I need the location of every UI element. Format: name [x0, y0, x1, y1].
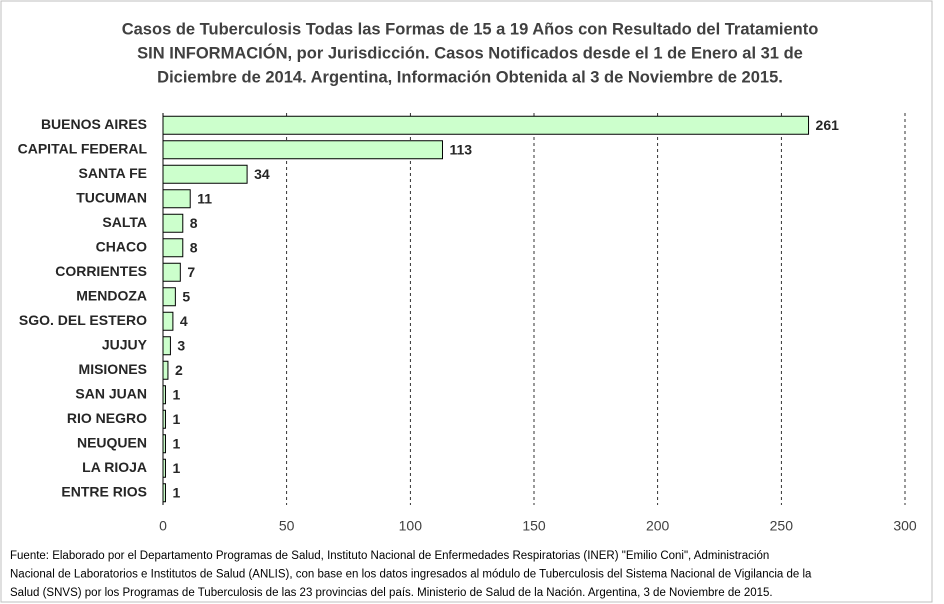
y-tick-label: NEUQUEN [77, 434, 147, 450]
data-label: 1 [172, 460, 180, 476]
data-label: 11 [197, 190, 212, 206]
y-tick-label: SANTA FE [79, 165, 147, 181]
data-label: 2 [175, 362, 183, 378]
y-tick-label: SALTA [102, 214, 147, 230]
x-tick-label: 150 [522, 518, 546, 534]
data-label: 1 [172, 386, 180, 402]
bar [162, 336, 171, 356]
x-tick-label: 200 [646, 518, 670, 534]
y-tick-label: RIO NEGRO [67, 410, 147, 426]
source-note: Nacional de Laboratorios e Institutos de… [10, 569, 812, 581]
bar [162, 189, 191, 209]
data-label: 1 [172, 484, 180, 500]
data-label: 261 [816, 117, 840, 133]
y-tick-label: CAPITAL FEDERAL [18, 140, 148, 156]
bar [162, 213, 184, 233]
bar [162, 311, 174, 331]
x-tick-label: 0 [159, 518, 167, 534]
bar [162, 385, 166, 405]
bar [162, 458, 166, 478]
y-tick-label: ENTRE RIOS [61, 483, 147, 499]
bar [162, 287, 176, 307]
bar [162, 115, 810, 135]
data-label: 5 [182, 288, 190, 304]
data-label: 3 [177, 337, 185, 353]
y-tick-label: SAN JUAN [75, 385, 147, 401]
x-tick-label: 300 [893, 518, 917, 534]
bar [162, 360, 169, 380]
y-tick-label: TUCUMAN [76, 189, 147, 205]
source-note: Fuente: Elaborado por el Departamento Pr… [10, 550, 769, 562]
chart-title: SIN INFORMACIÓN, por Jurisdicción. Casos… [137, 43, 803, 62]
x-tick-label: 250 [770, 518, 794, 534]
bar [162, 238, 184, 258]
bar [162, 483, 166, 503]
y-tick-label: BUENOS AIRES [41, 116, 147, 132]
y-tick-label: SGO. DEL ESTERO [19, 312, 147, 328]
y-tick-label: JUJUY [102, 336, 148, 352]
data-label: 4 [180, 313, 188, 329]
data-label: 1 [172, 435, 180, 451]
data-label: 34 [254, 166, 270, 182]
bar [162, 409, 166, 429]
chart-title: Diciembre de 2014. Argentina, Informació… [157, 68, 783, 86]
y-tick-label: MISIONES [79, 361, 147, 377]
data-label: 1 [172, 411, 180, 427]
source-note: Salud (SNVS) por los Programas de Tuberc… [10, 587, 773, 599]
bar [162, 164, 248, 184]
x-tick-label: 100 [399, 518, 423, 534]
bar [162, 262, 181, 282]
data-label: 7 [187, 264, 195, 280]
chart-title: Casos de Tuberculosis Todas las Formas d… [122, 20, 819, 38]
y-tick-label: CHACO [96, 238, 147, 254]
y-tick-label: CORRIENTES [55, 263, 147, 279]
y-tick-label: LA RIOJA [82, 459, 147, 475]
data-label: 113 [449, 141, 472, 157]
data-label: 8 [190, 215, 198, 231]
bar [162, 434, 166, 454]
bar [162, 140, 443, 160]
x-tick-label: 50 [279, 518, 295, 534]
data-label: 8 [190, 239, 198, 255]
y-tick-label: MENDOZA [76, 287, 147, 303]
